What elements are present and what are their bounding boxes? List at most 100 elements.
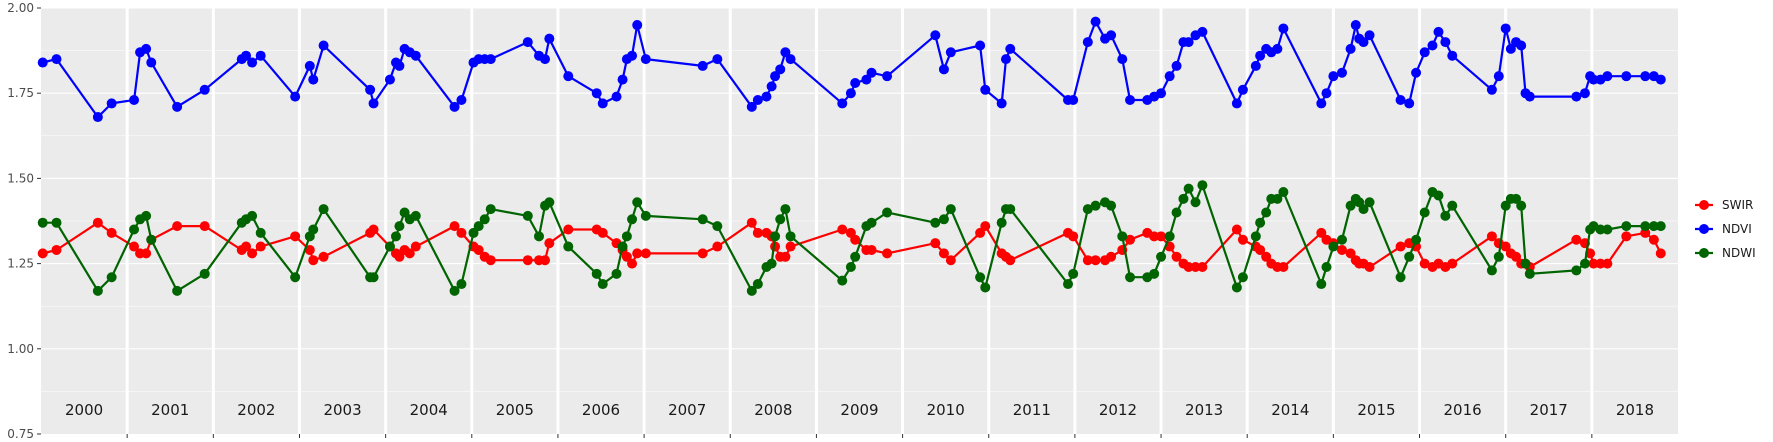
data-point-ndvi bbox=[1486, 84, 1497, 95]
data-point-ndwi bbox=[1156, 251, 1167, 262]
data-point-swir bbox=[621, 251, 632, 262]
data-point-ndvi bbox=[1440, 37, 1451, 48]
y-tick-label: 1.00 bbox=[7, 342, 34, 356]
data-point-ndwi bbox=[1106, 200, 1117, 211]
data-point-ndwi bbox=[712, 221, 723, 232]
data-point-ndwi bbox=[449, 285, 460, 296]
data-point-swir bbox=[563, 224, 574, 235]
data-point-ndwi bbox=[485, 204, 496, 215]
data-point-ndwi bbox=[627, 214, 638, 225]
data-point-ndwi bbox=[1336, 234, 1347, 245]
data-point-ndvi bbox=[1588, 74, 1599, 85]
data-point-ndvi bbox=[632, 20, 643, 31]
data-point-ndvi bbox=[1278, 23, 1289, 34]
data-point-ndvi bbox=[1068, 95, 1079, 106]
data-point-swir bbox=[1156, 231, 1167, 242]
legend-label-swir: SWIR bbox=[1722, 198, 1753, 212]
data-point-ndwi bbox=[1364, 197, 1375, 208]
y-tick-label: 1.25 bbox=[7, 257, 34, 271]
data-point-ndwi bbox=[1493, 251, 1504, 262]
data-point-ndwi bbox=[1316, 279, 1327, 290]
data-point-swir bbox=[241, 241, 252, 252]
year-label: 2014 bbox=[1271, 401, 1309, 419]
data-point-ndwi bbox=[611, 268, 622, 279]
data-point-swir bbox=[1655, 248, 1666, 259]
data-point-swir bbox=[1316, 227, 1327, 238]
data-point-ndwi bbox=[780, 204, 791, 215]
data-point-ndvi bbox=[1106, 30, 1117, 41]
y-tick-label: 1.75 bbox=[7, 86, 34, 100]
data-point-ndwi bbox=[1278, 187, 1289, 198]
data-point-swir bbox=[318, 251, 329, 262]
data-point-ndwi bbox=[1440, 210, 1451, 221]
data-point-ndvi bbox=[850, 77, 861, 88]
data-point-ndwi bbox=[1082, 204, 1093, 215]
year-label: 2001 bbox=[151, 401, 189, 419]
data-point-ndvi bbox=[1640, 71, 1651, 82]
data-point-ndvi bbox=[304, 60, 315, 71]
data-point-ndvi bbox=[1655, 74, 1666, 85]
data-point-swir bbox=[199, 221, 210, 232]
data-point-ndvi bbox=[1358, 37, 1369, 48]
year-label: 2003 bbox=[323, 401, 361, 419]
data-point-ndwi bbox=[247, 210, 258, 221]
data-point-ndvi bbox=[1579, 88, 1590, 99]
data-point-ndwi bbox=[1321, 262, 1332, 273]
data-point-ndvi bbox=[1433, 26, 1444, 37]
year-label: 2018 bbox=[1616, 401, 1654, 419]
data-point-ndvi bbox=[1328, 71, 1339, 82]
data-point-swir bbox=[1149, 231, 1160, 242]
data-point-ndwi bbox=[1005, 204, 1016, 215]
data-point-ndwi bbox=[468, 227, 479, 238]
data-point-ndvi bbox=[785, 54, 796, 65]
data-point-ndvi bbox=[247, 57, 258, 68]
data-point-swir bbox=[882, 248, 893, 259]
y-tick-label: 1.50 bbox=[7, 171, 34, 185]
data-point-swir bbox=[1486, 231, 1497, 242]
data-point-swir bbox=[1364, 262, 1375, 273]
data-point-ndwi bbox=[1571, 265, 1582, 276]
data-point-ndvi bbox=[1602, 71, 1613, 82]
data-point-ndvi bbox=[1156, 88, 1167, 99]
data-point-ndwi bbox=[129, 224, 140, 235]
data-point-ndvi bbox=[255, 50, 266, 61]
data-point-ndwi bbox=[1358, 204, 1369, 215]
data-point-swir bbox=[752, 227, 763, 238]
data-point-ndwi bbox=[640, 210, 651, 221]
data-point-swir bbox=[1106, 251, 1117, 262]
data-point-ndvi bbox=[563, 71, 574, 82]
data-point-ndwi bbox=[632, 197, 643, 208]
data-point-ndwi bbox=[368, 272, 379, 283]
data-point-ndwi bbox=[1237, 272, 1248, 283]
data-point-ndvi bbox=[1350, 20, 1361, 31]
data-point-ndvi bbox=[1364, 30, 1375, 41]
data-point-ndvi bbox=[241, 50, 252, 61]
data-point-ndwi bbox=[1125, 272, 1136, 283]
data-point-ndwi bbox=[746, 285, 757, 296]
data-point-swir bbox=[394, 251, 405, 262]
data-point-swir bbox=[785, 241, 796, 252]
data-point-ndwi bbox=[399, 207, 410, 218]
data-point-ndvi bbox=[1316, 98, 1327, 109]
data-point-ndwi bbox=[410, 210, 421, 221]
data-point-ndwi bbox=[775, 214, 786, 225]
data-point-swir bbox=[1602, 258, 1613, 269]
data-point-ndwi bbox=[199, 268, 210, 279]
data-point-swir bbox=[141, 248, 152, 259]
data-point-ndwi bbox=[752, 279, 763, 290]
x-axis-ticks bbox=[126, 434, 1593, 438]
data-point-ndwi bbox=[697, 214, 708, 225]
data-point-ndvi bbox=[1125, 95, 1136, 106]
data-point-ndvi bbox=[384, 74, 395, 85]
data-point-swir bbox=[1090, 255, 1101, 266]
data-point-ndwi bbox=[837, 275, 848, 286]
data-point-swir bbox=[51, 244, 62, 255]
data-point-swir bbox=[92, 217, 103, 228]
data-point-swir bbox=[930, 238, 941, 249]
data-point-ndwi bbox=[318, 204, 329, 215]
data-point-ndvi bbox=[290, 91, 301, 102]
year-label: 2006 bbox=[582, 401, 620, 419]
y-axis: 0.75 1.00 1.25 1.50 1.75 2.00 bbox=[7, 1, 41, 441]
data-point-swir bbox=[290, 231, 301, 242]
